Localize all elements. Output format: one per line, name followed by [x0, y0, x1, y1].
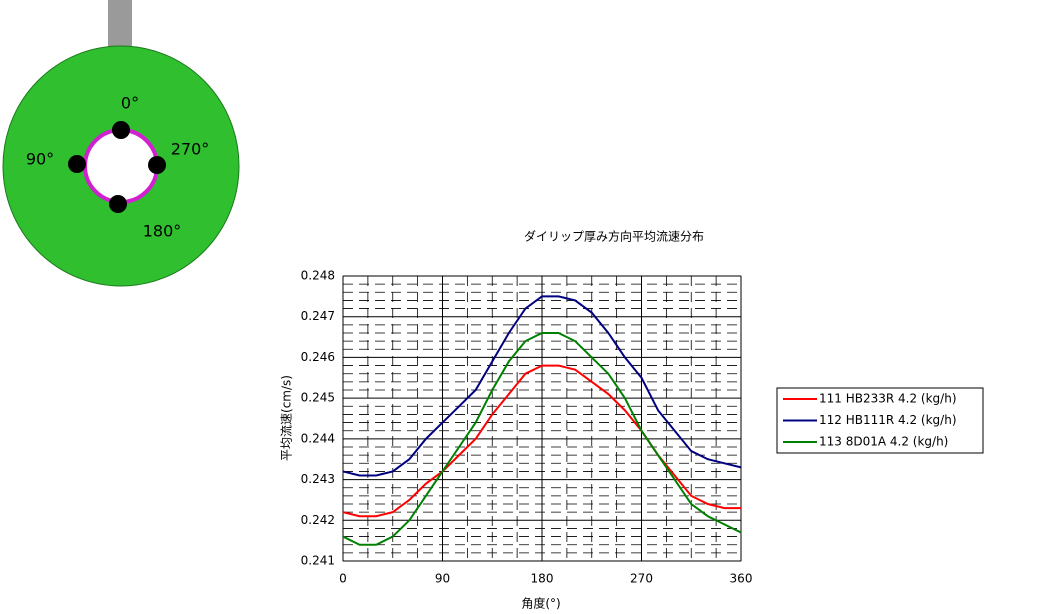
x-tick-label: 270: [630, 572, 653, 586]
legend-label: 111 HB233R 4.2 (kg/h): [819, 392, 957, 406]
y-axis-label: 平均流速(cm/s): [280, 375, 294, 461]
marker: [148, 156, 166, 174]
y-tick-label: 0.247: [301, 309, 335, 323]
y-tick-label: 0.241: [301, 554, 335, 568]
legend-label: 113 8D01A 4.2 (kg/h): [819, 435, 948, 449]
y-tick-label: 0.246: [301, 350, 335, 364]
legend-label: 112 HB111R 4.2 (kg/h): [819, 413, 957, 427]
x-axis-label: 角度(°): [521, 596, 560, 611]
marker: [112, 121, 130, 139]
x-tick-label: 180: [531, 572, 554, 586]
hole: [85, 130, 157, 202]
page: 0° 90° 270° 180° ダイリップ厚み方向平均流速分布 角度(°) 平…: [0, 0, 1050, 614]
y-tick-label: 0.242: [301, 513, 335, 527]
angle-label: 90°: [26, 150, 54, 169]
disk-diagram: 0° 90° 270° 180°: [3, 0, 239, 286]
y-tick-label: 0.244: [301, 431, 335, 445]
chart-title: ダイリップ厚み方向平均流速分布: [524, 229, 704, 244]
y-tick-label: 0.245: [301, 391, 335, 405]
marker: [68, 155, 86, 173]
angle-label: 180°: [143, 222, 182, 241]
marker: [109, 195, 127, 213]
x-tick-label: 0: [339, 572, 347, 586]
y-tick-label: 0.248: [301, 269, 335, 283]
y-tick-label: 0.243: [301, 472, 335, 486]
x-tick-label: 360: [730, 572, 753, 586]
x-tick-label: 90: [435, 572, 450, 586]
angle-label: 0°: [121, 94, 139, 113]
angle-label: 270°: [171, 140, 210, 159]
